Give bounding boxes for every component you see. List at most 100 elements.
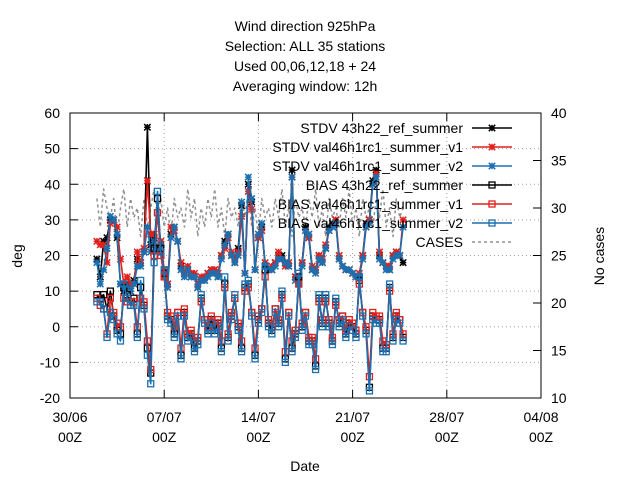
data-point: [372, 173, 380, 181]
data-point: [130, 301, 138, 310]
y-tick-label: 0: [52, 319, 60, 335]
legend-marker: [488, 124, 496, 132]
data-point: [99, 266, 108, 274]
data-point: [177, 355, 185, 363]
data-point: [318, 323, 326, 331]
data-point: [288, 173, 296, 181]
data-point: [167, 319, 175, 327]
data-point: [271, 262, 279, 270]
data-point: [355, 273, 363, 281]
y-tick-label: 30: [44, 212, 60, 228]
legend-marker: [488, 181, 496, 189]
data-point: [214, 273, 222, 281]
data-point: [396, 319, 404, 327]
x-tick-label-time: 00Z: [58, 429, 83, 445]
data-point: [224, 337, 232, 345]
data-point: [261, 262, 269, 270]
data-point: [200, 319, 209, 327]
data-point: [103, 244, 111, 253]
axis-ticks: -20 -10 0 10 20 30 40 50 60 10 15 20 25 30 35 40 30/06 00…: [40, 105, 567, 445]
x-tick-label-date: 04/08: [523, 409, 558, 425]
data-point: [221, 273, 229, 281]
series-5: [93, 187, 407, 395]
data-point: [315, 291, 323, 299]
data-point: [264, 323, 273, 331]
chart-title-line-2: Selection: ALL 35 stations: [225, 38, 386, 54]
data-point: [143, 176, 152, 185]
y-tick-label: 10: [44, 283, 60, 299]
data-point: [207, 312, 215, 320]
data-point: [113, 330, 121, 338]
data-point: [311, 269, 320, 278]
data-point: [123, 294, 131, 302]
data-point: [338, 315, 347, 324]
legend-label: BIAS 43h22_ref_summer: [306, 177, 464, 193]
data-point: [197, 291, 205, 299]
data-point: [254, 230, 263, 238]
data-point: [335, 323, 343, 331]
data-point: [375, 319, 384, 327]
data-point: [177, 266, 185, 274]
data-point: [133, 333, 141, 342]
data-point: [285, 312, 293, 320]
data-point: [153, 209, 162, 217]
data-point: [113, 230, 121, 238]
data-point: [227, 315, 236, 324]
y2-tick-label: 15: [551, 343, 567, 359]
data-point: [120, 280, 128, 288]
data-point: [99, 305, 108, 313]
data-point: [332, 219, 340, 228]
data-point: [298, 262, 306, 270]
data-point: [295, 269, 303, 277]
data-point: [258, 308, 266, 317]
data-point: [170, 223, 179, 231]
legend-marker: [488, 143, 496, 151]
data-point: [328, 340, 337, 349]
data-point: [237, 348, 246, 356]
series-2: [93, 173, 407, 295]
x-tick-label-time: 00Z: [341, 429, 366, 445]
legend: STDV 43h22_ref_summer STDV val46h1rc1_sum…: [272, 120, 512, 250]
data-point: [385, 280, 394, 288]
data-point: [395, 251, 404, 260]
legend-marker: [488, 200, 496, 208]
data-point: [332, 294, 340, 302]
data-point: [244, 173, 253, 181]
data-point: [281, 358, 289, 367]
data-point: [231, 291, 239, 299]
data-point: [392, 308, 400, 317]
legend-label: STDV val46h1rc1_summer_v2: [272, 158, 463, 174]
x-tick-label-time: 00Z: [435, 429, 460, 445]
y-tick-label: -10: [40, 354, 60, 370]
data-point: [96, 298, 104, 306]
data-point: [157, 248, 165, 256]
data-point: [399, 223, 407, 231]
data-point: [231, 258, 239, 267]
data-point: [301, 312, 310, 320]
data-point: [365, 219, 374, 228]
data-point: [278, 255, 286, 263]
y2-tick-label: 10: [551, 390, 567, 406]
data-point: [335, 255, 343, 263]
series-layer: [93, 123, 407, 395]
data-point: [399, 216, 407, 224]
data-point: [322, 291, 330, 299]
data-point: [153, 187, 162, 196]
data-point: [110, 216, 118, 224]
x-tick-label-time: 00Z: [152, 429, 177, 445]
y2-tick-label: 20: [551, 295, 567, 311]
data-point: [308, 333, 316, 342]
data-point: [214, 323, 222, 331]
data-point: [123, 273, 131, 281]
data-point: [143, 351, 152, 359]
data-point: [204, 330, 212, 338]
data-point: [271, 308, 279, 317]
data-point: [308, 340, 316, 349]
x-tick-label-time: 00Z: [246, 429, 271, 445]
data-point: [224, 230, 232, 238]
data-point: [375, 312, 384, 320]
chart-title-line-3: Used 00,06,12,18 + 24: [234, 58, 376, 74]
x-axis-label: Date: [290, 458, 320, 474]
data-point: [187, 326, 195, 334]
data-point: [147, 380, 155, 388]
